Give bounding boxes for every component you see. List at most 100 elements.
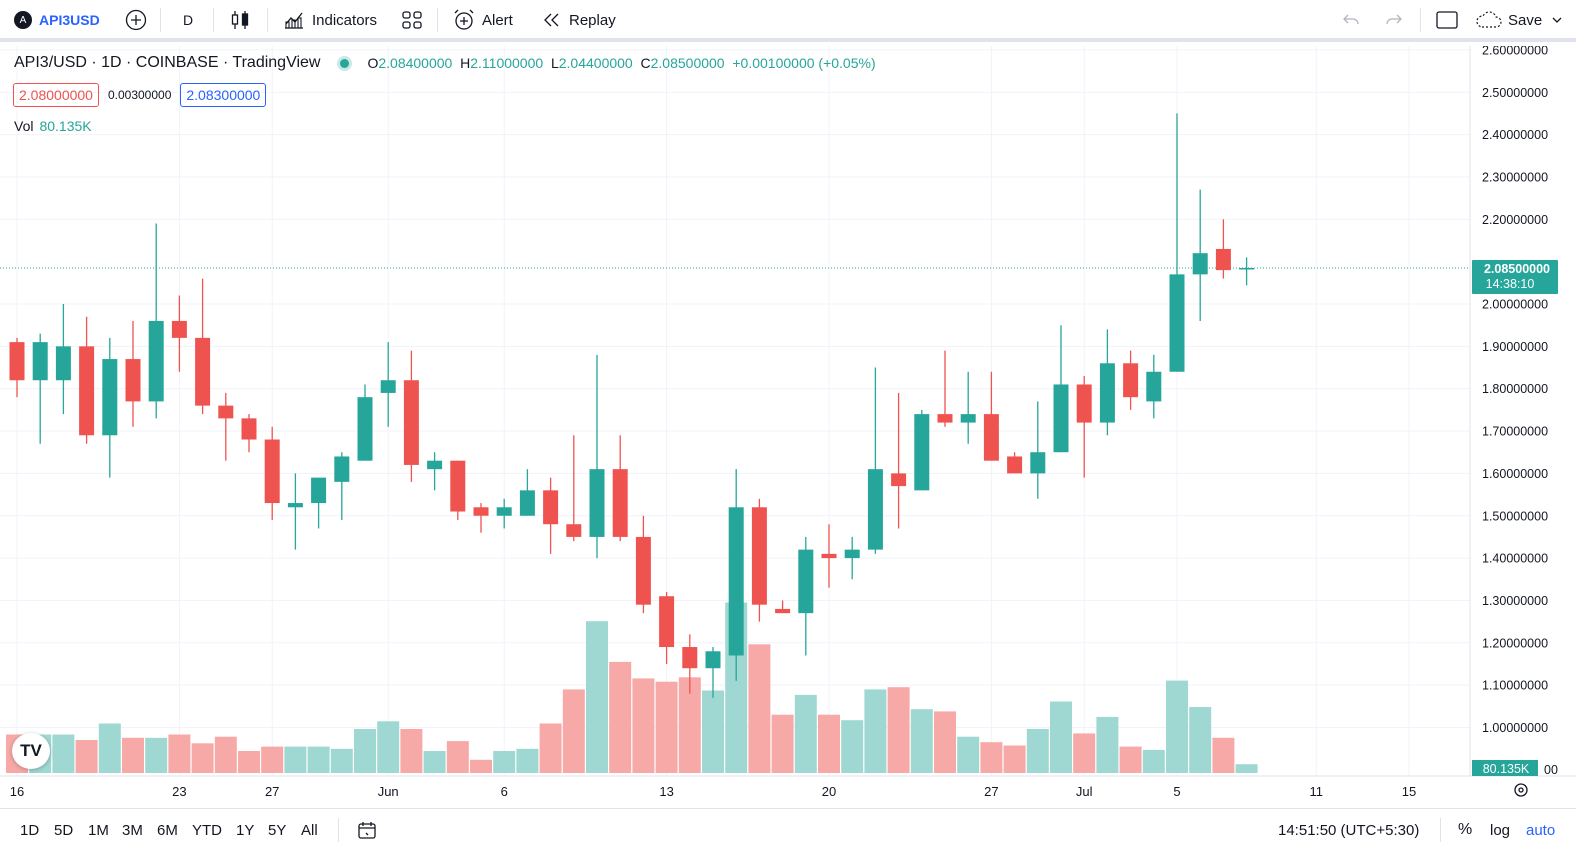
save-label: Save — [1508, 11, 1543, 29]
volume-bar — [261, 746, 284, 773]
candle-body — [32, 342, 48, 381]
chart-settings-button[interactable] — [1514, 783, 1528, 797]
candle-body — [705, 651, 721, 669]
candle — [1099, 329, 1115, 436]
volume-bar — [562, 689, 585, 773]
price-tick-label: 1.20000000 — [1482, 636, 1548, 650]
volume-bar — [145, 737, 168, 773]
candle-body — [79, 346, 95, 436]
candle-body — [473, 507, 489, 516]
log-scale-toggle[interactable]: log — [1490, 821, 1511, 839]
volume-bar — [1003, 745, 1026, 773]
range-button-5y[interactable]: 5Y — [268, 821, 287, 839]
chart-type-button[interactable] — [229, 0, 251, 40]
volume-bar — [748, 644, 771, 773]
clock-timezone[interactable]: 14:51:50 (UTC+5:30) — [1278, 821, 1420, 839]
candle-body — [125, 359, 141, 402]
replay-button[interactable]: Replay — [541, 0, 616, 40]
candle-body — [287, 503, 303, 508]
candle-body — [659, 596, 675, 648]
candle-body — [937, 414, 953, 423]
candle-body — [218, 405, 234, 419]
candlesticks — [9, 113, 1255, 698]
symbol-search-button[interactable]: A API3USD — [14, 0, 100, 40]
range-button-3m[interactable]: 3M — [122, 821, 143, 839]
auto-scale-toggle[interactable]: auto — [1526, 821, 1556, 839]
current-price-label: 2.08500000 14:38:10 — [1472, 260, 1558, 295]
range-button-5d[interactable]: 5D — [54, 821, 74, 839]
candle — [32, 333, 48, 444]
candle — [1169, 113, 1185, 372]
alert-button[interactable]: Alert — [452, 0, 513, 40]
compare-symbol-button[interactable] — [124, 0, 148, 40]
market-open-indicator — [340, 58, 350, 68]
candle — [380, 342, 396, 427]
candle-body — [311, 477, 327, 504]
volume-bar — [191, 743, 214, 773]
volume-bar — [632, 678, 655, 773]
volume-bar — [957, 736, 980, 773]
change-value: +0.00100000 (+0.05%) — [732, 55, 876, 71]
time-tick-label: 5 — [1173, 784, 1180, 799]
candle — [102, 337, 118, 478]
candle — [9, 337, 25, 398]
candle-body — [148, 320, 164, 402]
candle-body — [821, 553, 837, 559]
candle — [543, 477, 559, 554]
chart-legend: API3/USD · 1D · COINBASE · TradingView O… — [14, 54, 876, 72]
fullscreen-button[interactable] — [1435, 0, 1459, 40]
range-button-1y[interactable]: 1Y — [236, 821, 255, 839]
volume-bar — [910, 709, 933, 773]
candle — [1123, 350, 1139, 410]
volume-bar — [284, 746, 307, 773]
volume-bar — [98, 723, 121, 773]
candle — [473, 503, 489, 533]
save-button[interactable]: Save — [1474, 0, 1564, 40]
range-button-1m[interactable]: 1M — [88, 821, 109, 839]
price-tick-label: 1.70000000 — [1482, 425, 1548, 439]
candle — [960, 371, 976, 444]
date-range-button[interactable] — [356, 809, 378, 851]
candle — [450, 460, 466, 520]
time-tick-label: 16 — [10, 784, 24, 799]
interval-button[interactable]: D — [183, 12, 194, 28]
range-button-ytd[interactable]: YTD — [192, 821, 222, 839]
symbol-name: API3USD — [39, 12, 100, 28]
candle-body — [682, 647, 698, 669]
candle-body — [9, 342, 25, 381]
volume-bar — [794, 694, 817, 773]
volume-bar — [1212, 737, 1235, 773]
candle-body — [1030, 452, 1046, 474]
ask-price[interactable]: 2.08300000 — [180, 83, 267, 107]
range-button-all[interactable]: All — [301, 821, 318, 839]
time-tick-label: 15 — [1402, 784, 1416, 799]
time-tick-label: 11 — [1309, 784, 1323, 799]
candle-body — [519, 490, 535, 516]
volume-axis-suffix: 00 — [1544, 763, 1558, 777]
layouts-button[interactable] — [401, 0, 423, 40]
time-tick-label: 6 — [501, 784, 508, 799]
undo-button[interactable] — [1340, 0, 1362, 40]
tradingview-logo[interactable]: TV — [12, 733, 50, 769]
volume-bar — [934, 711, 956, 773]
volume-bar — [52, 734, 75, 773]
candle — [867, 367, 883, 554]
bid-price[interactable]: 2.08000000 — [13, 83, 99, 107]
volume-bar — [1096, 716, 1119, 773]
replay-label: Replay — [569, 11, 616, 29]
indicators-button[interactable]: Indicators — [282, 0, 377, 40]
volume-bar — [1119, 746, 1142, 773]
price-chart[interactable]: 2.60000000 2.50000000 2.40000000 2.30000000… — [0, 46, 1576, 806]
redo-button[interactable] — [1383, 0, 1405, 40]
range-button-1d[interactable]: 1D — [20, 821, 40, 839]
range-button-6m[interactable]: 6M — [157, 821, 178, 839]
candle-body — [241, 418, 257, 440]
alarm-clock-icon — [454, 9, 474, 30]
chart-title: API3/USD · 1D · COINBASE · TradingView — [14, 54, 321, 71]
candle — [983, 371, 999, 461]
spread-value: 0.00300000 — [107, 88, 172, 102]
bid-ask: 2.08000000 0.00300000 2.08300000 — [13, 83, 267, 107]
candle-body — [334, 456, 350, 482]
candle — [334, 452, 350, 520]
percent-scale-toggle[interactable]: % — [1458, 821, 1473, 838]
